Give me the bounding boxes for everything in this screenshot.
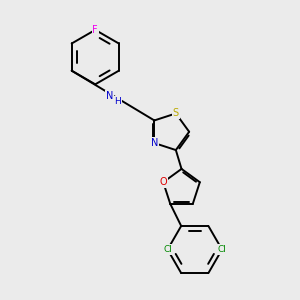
Text: O: O [159,177,167,187]
Text: Cl: Cl [218,245,226,254]
Text: H: H [115,97,122,106]
Text: S: S [173,108,179,118]
Text: N: N [151,138,158,148]
Text: N: N [106,91,113,100]
Text: Cl: Cl [163,245,172,254]
Text: F: F [92,25,98,35]
